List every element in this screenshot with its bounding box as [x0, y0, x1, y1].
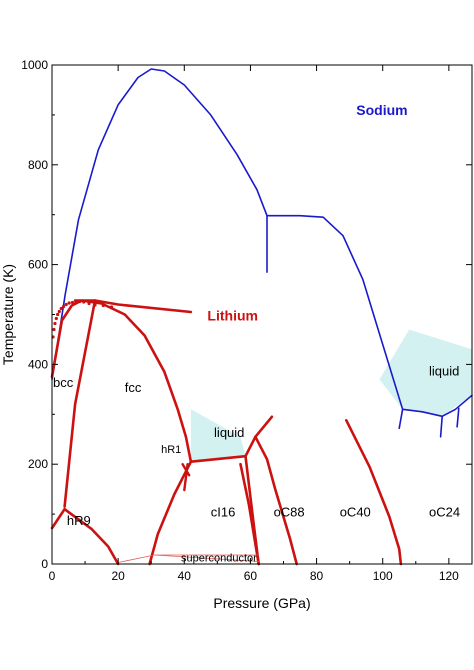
x-tick-label-60: 60	[244, 569, 258, 583]
data-point-1	[52, 327, 56, 332]
data-point-4	[56, 312, 60, 317]
plot-frame	[51, 64, 473, 565]
data-point-10	[70, 300, 75, 305]
lithium-boundary-18	[183, 463, 189, 492]
lithium-boundary-7	[63, 299, 97, 508]
region-label-9: oC24	[429, 505, 460, 520]
phase-boundary-layer	[50, 68, 473, 566]
data-point-17	[109, 305, 114, 309]
y-tick-label-800: 800	[28, 158, 48, 172]
lithium-boundary-10	[148, 460, 193, 566]
lithium-boundary-8	[50, 507, 71, 530]
y-tick-label-200: 200	[28, 457, 48, 471]
x-axis-title: Pressure (GPa)	[213, 595, 310, 611]
data-point-12	[78, 299, 82, 304]
y-tick-label-400: 400	[28, 357, 48, 371]
superconductor-boundary-20	[154, 554, 260, 562]
x-tick-label-80: 80	[310, 569, 324, 583]
data-point-3	[54, 316, 58, 321]
data-point-15	[93, 303, 97, 307]
region-label-4: hR1	[161, 444, 181, 456]
region-label-5: hR9	[67, 513, 91, 528]
sodium-boundary-4	[456, 407, 460, 428]
annotation-layer: Sodium Lithium bcc fcc liquid liquid hR1 hR9 cI1…	[53, 102, 460, 565]
region-label-8: oC40	[340, 505, 371, 520]
data-point-9	[67, 301, 71, 305]
sodium-boundary-0	[51, 68, 473, 418]
y-tick-label-0: 0	[41, 557, 48, 571]
sodium-boundary-3	[439, 415, 444, 438]
liquid-region-1	[379, 329, 472, 417]
x-tick-label-40: 40	[178, 569, 192, 583]
lithium-boundary-9	[67, 511, 120, 566]
sodium-boundary-2	[398, 408, 404, 430]
region-label-0: bcc	[53, 375, 74, 390]
data-point-2	[53, 321, 57, 326]
region-label-10: superconductor	[181, 553, 257, 565]
x-tick-label-120: 120	[439, 569, 459, 583]
liquid-fill-layer	[190, 329, 472, 462]
data-point-6	[59, 306, 63, 311]
lithium-boundary-14	[254, 435, 299, 566]
lithium-boundary-13	[244, 415, 274, 458]
data-point-11	[74, 300, 78, 304]
x-tick-label-0: 0	[49, 569, 56, 583]
lithium-boundary-6	[73, 299, 193, 314]
marker-layer	[51, 299, 114, 339]
region-label-7: oC88	[274, 505, 305, 520]
data-point-7	[61, 304, 66, 309]
data-point-13	[82, 300, 86, 304]
y-tick-label-600: 600	[28, 258, 48, 272]
y-tick-label-1000: 1000	[21, 58, 48, 72]
lithium-boundary-15	[239, 462, 261, 566]
x-tick-label-20: 20	[111, 569, 125, 583]
x-tick-label-100: 100	[373, 569, 393, 583]
region-label-2: liquid	[214, 425, 244, 440]
data-point-8	[64, 302, 68, 307]
axis-ticks: 0 20 40 60 80 100 120 0 200 400 600 800 1000	[21, 58, 472, 583]
liquid-region-0	[190, 409, 246, 462]
data-point-14	[87, 301, 91, 306]
series-label-0: Sodium	[356, 102, 407, 118]
lithium-boundary-16	[344, 418, 403, 566]
y-axis-title: Temperature (K)	[0, 264, 16, 365]
data-point-5	[57, 309, 61, 314]
data-point-16	[101, 303, 105, 308]
region-label-1: fcc	[125, 380, 142, 395]
lithium-boundary-11	[189, 454, 247, 464]
region-label-3: liquid	[429, 363, 459, 378]
region-label-6: cI16	[211, 505, 236, 520]
lithium-boundary-5	[50, 299, 193, 464]
series-label-1: Lithium	[207, 307, 258, 323]
